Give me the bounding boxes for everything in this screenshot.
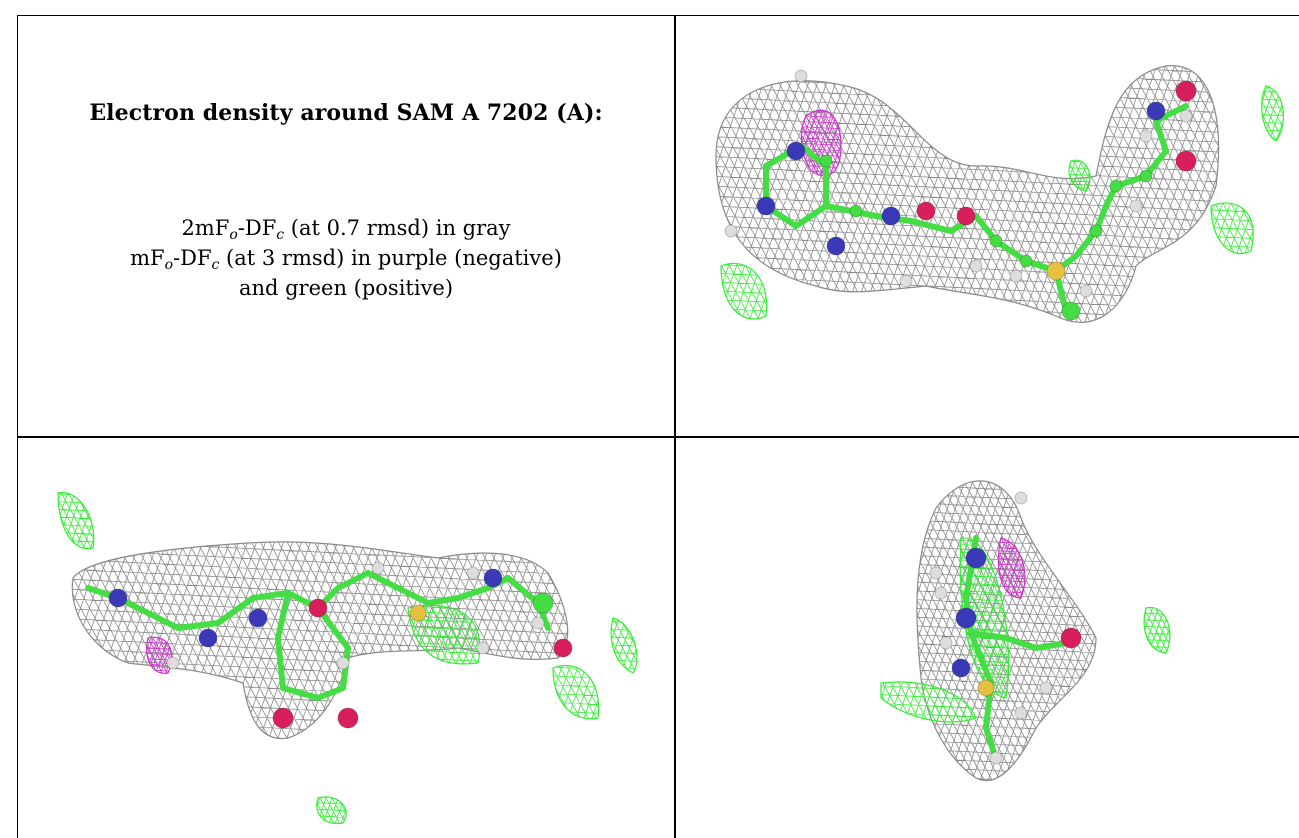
- oxygen-atom: [1175, 80, 1197, 102]
- view-bottom-right: [676, 438, 1299, 838]
- carbon-atom: [849, 204, 863, 218]
- oxygen-atom: [553, 638, 573, 658]
- hydrogen-atom: [476, 641, 490, 655]
- positive-density-mesh: [408, 605, 480, 664]
- carbon-atom: [819, 154, 833, 168]
- nitrogen-atom: [483, 568, 503, 588]
- oxygen-atom: [308, 598, 328, 618]
- hydrogen-atom: [969, 259, 983, 273]
- hydrogen-atom: [934, 586, 948, 600]
- carbon-atom: [1019, 254, 1033, 268]
- hydrogen-atom: [371, 561, 385, 575]
- oxygen-atom: [1060, 627, 1082, 649]
- oxygen-atom: [337, 707, 359, 729]
- density-render-bottom-left: [57, 491, 638, 825]
- hydrogen-atom: [899, 274, 913, 288]
- table-divider-horizontal: [17, 436, 1299, 438]
- negative-density-mesh: [146, 637, 172, 674]
- hydrogen-atom: [1079, 284, 1093, 298]
- nitrogen-atom: [881, 206, 901, 226]
- positive-density-mesh: [316, 797, 347, 824]
- nitrogen-atom: [248, 608, 268, 628]
- oxygen-atom: [956, 206, 976, 226]
- view-bottom-left: [18, 438, 674, 838]
- figure-title: Electron density around SAM A 7202 (A):: [89, 100, 603, 126]
- carbon-atom: [1061, 301, 1081, 321]
- density-render-bottom-right: [880, 480, 1171, 782]
- caption-cell: Electron density around SAM A 7202 (A): …: [18, 16, 674, 436]
- nitrogen-atom: [951, 658, 971, 678]
- table-divider-vertical: [674, 15, 676, 838]
- legend-line-2fofc: 2mFo-DFc (at 0.7 rmsd) in gray: [181, 216, 511, 243]
- hydrogen-atom: [531, 616, 545, 630]
- nitrogen-atom: [826, 236, 846, 256]
- carbon-atom: [989, 234, 1003, 248]
- positive-density-mesh: [553, 665, 599, 719]
- hydrogen-atom: [939, 636, 953, 650]
- hydrogen-atom: [466, 566, 480, 580]
- gray-density-mesh: [72, 541, 568, 739]
- positive-density-mesh: [611, 618, 637, 673]
- oxygen-atom: [916, 201, 936, 221]
- hydrogen-atom: [989, 751, 1003, 765]
- hydrogen-atom: [724, 224, 738, 238]
- hydrogen-atom: [1009, 269, 1023, 283]
- carbon-atom: [532, 592, 554, 614]
- carbon-atom: [1089, 224, 1103, 238]
- view-top-right: [676, 16, 1299, 436]
- nitrogen-atom: [786, 141, 806, 161]
- figure-table: [17, 15, 1299, 838]
- carbon-atom: [1139, 169, 1153, 183]
- hydrogen-atom: [336, 656, 350, 670]
- nitrogen-atom: [955, 607, 977, 629]
- nitrogen-atom: [108, 588, 128, 608]
- legend-line-fofc: mFo-DFc (at 3 rmsd) in purple (negative): [130, 246, 562, 273]
- hydrogen-atom: [1039, 681, 1053, 695]
- oxygen-atom: [272, 707, 294, 729]
- gray-density-mesh: [916, 480, 1096, 781]
- legend-line-positive: and green (positive): [238, 276, 454, 300]
- legend-text: 2mFo-DFc (at 0.7 rmsd) in gray mFo-DFc (…: [18, 213, 674, 303]
- nitrogen-atom: [198, 628, 218, 648]
- hydrogen-atom: [1129, 199, 1143, 213]
- carbon-atom: [1109, 179, 1123, 193]
- hydrogen-atom: [1179, 109, 1193, 123]
- nitrogen-atom: [756, 196, 776, 216]
- hydrogen-atom: [929, 566, 943, 580]
- sulfur-atom: [977, 679, 995, 697]
- positive-density-mesh: [58, 492, 94, 549]
- nitrogen-atom: [965, 547, 987, 569]
- sulfur-atom: [1046, 261, 1066, 281]
- nitrogen-atom: [1146, 101, 1166, 121]
- sulfur-atom: [409, 604, 427, 622]
- hydrogen-atom: [1014, 706, 1028, 720]
- density-render-top-right: [715, 65, 1284, 323]
- hydrogen-atom: [166, 656, 180, 670]
- oxygen-atom: [1175, 150, 1197, 172]
- hydrogen-atom: [1014, 491, 1028, 505]
- hydrogen-atom: [1139, 129, 1153, 143]
- hydrogen-atom: [794, 69, 808, 83]
